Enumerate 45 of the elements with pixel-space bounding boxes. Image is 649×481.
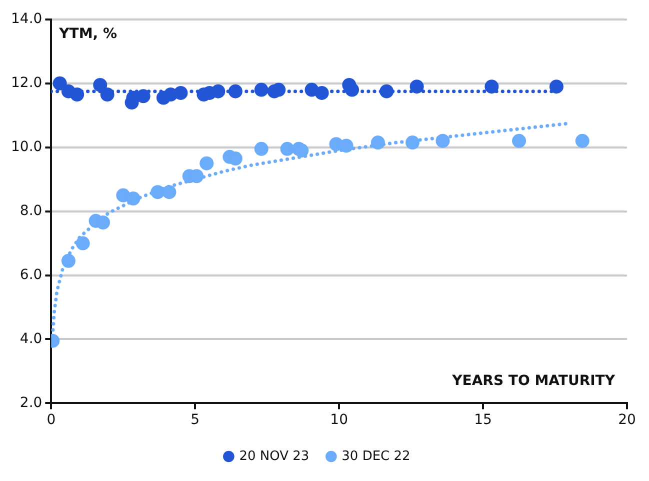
x-tick-label: 20 bbox=[618, 412, 636, 428]
point bbox=[254, 82, 268, 97]
point bbox=[370, 136, 385, 150]
point bbox=[136, 89, 150, 104]
legend-label: 30 DEC 22 bbox=[342, 448, 410, 464]
y-tick-label: 12.0 bbox=[11, 75, 42, 92]
point bbox=[436, 134, 450, 148]
point bbox=[61, 254, 76, 268]
point bbox=[575, 134, 590, 148]
y-tick-label: 14.0 bbox=[11, 11, 42, 28]
point bbox=[254, 142, 268, 156]
y-tick-label: 8.0 bbox=[20, 202, 42, 219]
x-tick-label: 5 bbox=[190, 412, 200, 428]
point bbox=[93, 78, 108, 92]
x-axis-title: YEARS TO MATURITY bbox=[451, 372, 616, 389]
point bbox=[549, 80, 564, 94]
point bbox=[228, 84, 242, 98]
point bbox=[76, 236, 90, 250]
point bbox=[512, 134, 526, 148]
y-tick-label: 4.0 bbox=[20, 330, 42, 347]
y-tick-label: 10.0 bbox=[11, 138, 42, 155]
point bbox=[280, 142, 294, 156]
point bbox=[380, 84, 394, 98]
point bbox=[162, 185, 176, 200]
point bbox=[410, 80, 424, 94]
point bbox=[200, 156, 214, 170]
point bbox=[345, 82, 360, 97]
x-tick-label: 10 bbox=[330, 412, 348, 428]
point bbox=[150, 185, 165, 200]
point bbox=[211, 84, 226, 98]
point bbox=[406, 136, 420, 150]
point bbox=[70, 88, 84, 102]
point bbox=[314, 86, 329, 100]
y-tick-label: 6.0 bbox=[20, 266, 42, 283]
point bbox=[52, 76, 67, 90]
legend-label: 20 NOV 23 bbox=[239, 448, 310, 464]
x-tick-label: 0 bbox=[46, 412, 56, 428]
y-axis-title: YTM, % bbox=[58, 26, 118, 42]
point bbox=[126, 192, 140, 206]
y-tick-label: 2.0 bbox=[20, 394, 42, 411]
point bbox=[484, 80, 499, 94]
point bbox=[100, 88, 114, 102]
point bbox=[174, 86, 188, 100]
point bbox=[294, 144, 309, 158]
x-tick-label: 15 bbox=[474, 412, 492, 428]
